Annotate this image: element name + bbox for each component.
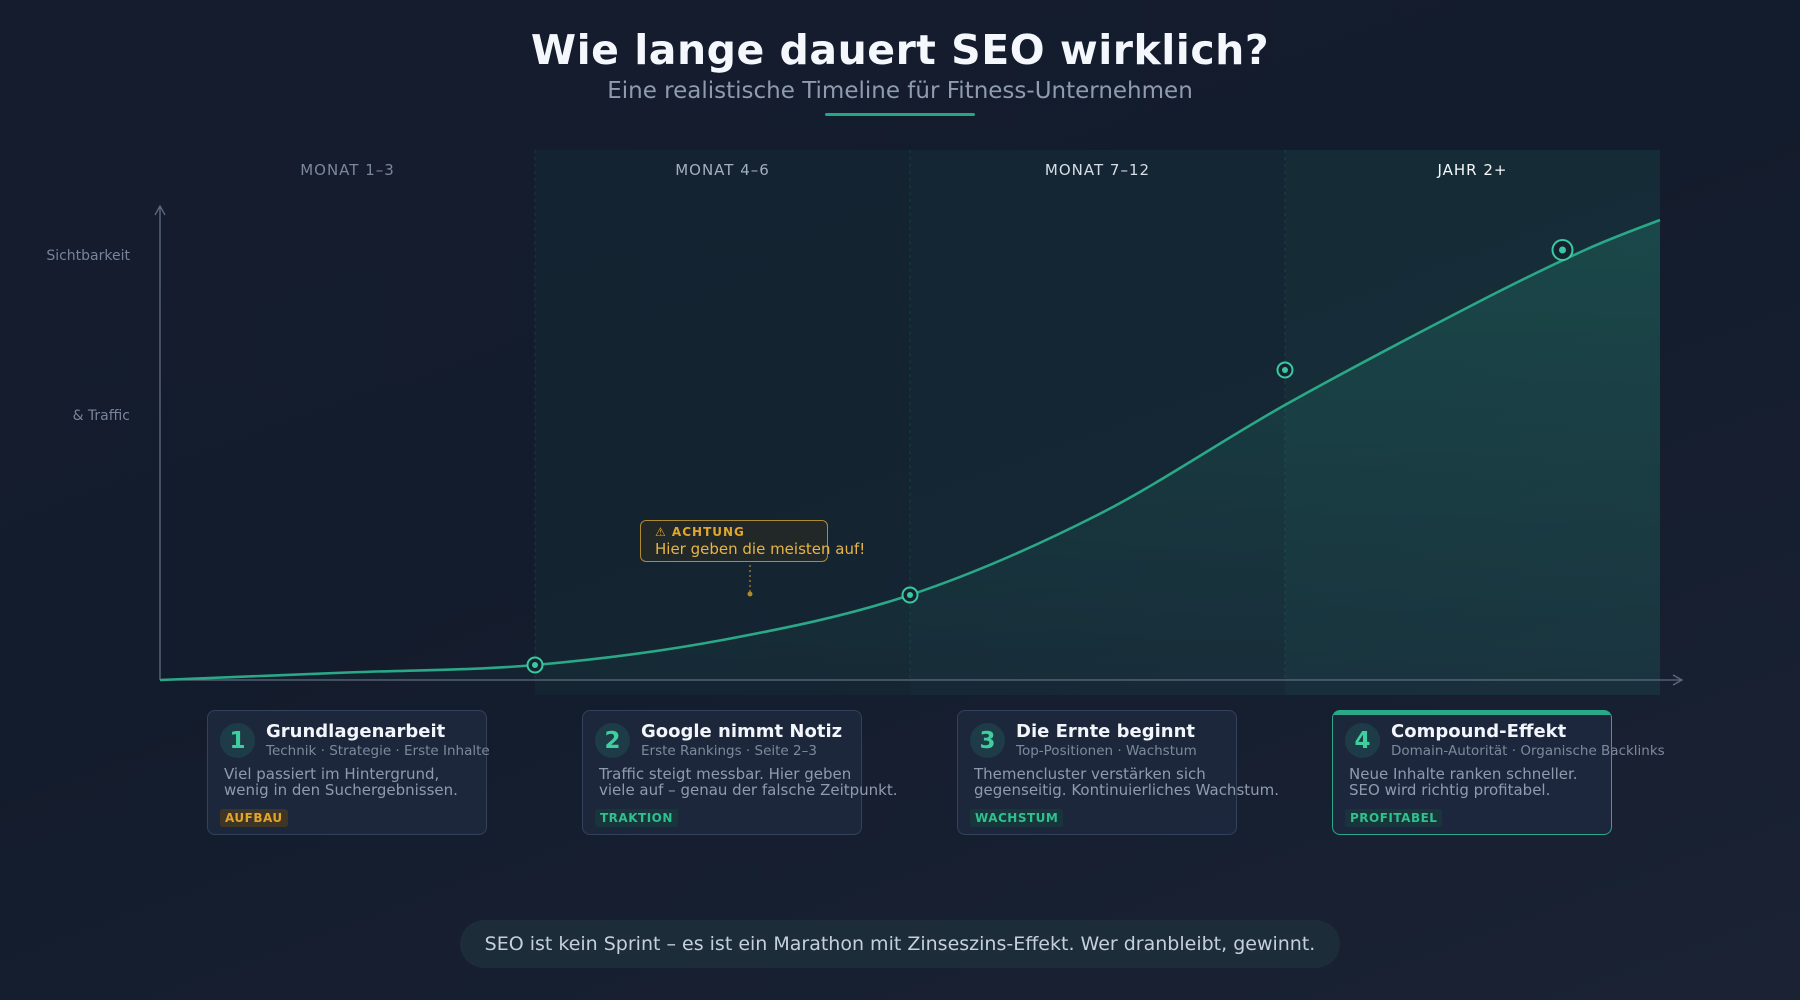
phase-title: Die Ernte beginnt	[1016, 721, 1196, 742]
milestone-marker-2	[901, 586, 919, 604]
phase-description-line-2: gegenseitig. Kontinuierliches Wachstum.	[974, 781, 1280, 799]
phase-tags: Domain-Autorität · Organische Backlinks	[1391, 743, 1665, 759]
phase-card-3: 3 Die Ernte beginnt Top-Positionen · Wac…	[957, 710, 1279, 835]
warning-callout-text: Hier geben die meisten auf!	[655, 540, 866, 558]
page-subtitle: Eine realistische Timeline für Fitness-U…	[607, 78, 1193, 104]
phase-label-3: MONAT 7–12	[1045, 161, 1150, 179]
phase-number: 4	[1345, 723, 1380, 758]
title-underline	[825, 113, 975, 116]
phase-description: Traffic steigt messbar. Hier geben viele …	[599, 766, 898, 798]
phase-badge: TRAKTION	[595, 809, 678, 827]
phase-number: 1	[220, 723, 255, 758]
phase-tags: Erste Rankings · Seite 2–3	[641, 743, 817, 759]
y-axis-arrow	[154, 204, 166, 216]
phase-title: Grundlagenarbeit	[266, 721, 446, 742]
phase-title: Compound-Effekt	[1391, 721, 1567, 742]
phase-number: 2	[595, 723, 630, 758]
phase-card-4: 4 Compound-Effekt Domain-Autorität · Org…	[1332, 710, 1665, 835]
phase-description-line-2: SEO wird richtig profitabel.	[1349, 781, 1551, 799]
phase-description-line-1: Neue Inhalte ranken schneller.	[1349, 765, 1578, 783]
milestone-marker-3	[1276, 361, 1294, 379]
milestone-marker-1	[526, 656, 544, 674]
phase-label-2: MONAT 4–6	[675, 161, 770, 179]
phase-title: Google nimmt Notiz	[641, 721, 843, 742]
phase-tags: Technik · Strategie · Erste Inhalte	[266, 743, 490, 759]
phase-description-line-2: viele auf – genau der falsche Zeitpunkt.	[599, 781, 898, 799]
phase-label-4: JAHR 2+	[1436, 161, 1507, 179]
phase-description: Neue Inhalte ranken schneller. SEO wird r…	[1349, 766, 1578, 798]
phase-description-line-1: Themencluster verstärken sich	[974, 765, 1206, 783]
phase-band-1	[160, 150, 535, 695]
phase-description-line-2: wenig in den Suchergebnissen.	[224, 781, 458, 799]
phase-label-1: MONAT 1–3	[300, 161, 395, 179]
warning-callout-title: ⚠ ACHTUNG	[655, 525, 745, 539]
page-title: Wie lange dauert SEO wirklich?	[530, 26, 1270, 74]
phase-description: Viel passiert im Hintergrund, wenig in de…	[224, 766, 458, 798]
phase-card-1: 1 Grundlagenarbeit Technik · Strategie ·…	[207, 710, 490, 835]
warning-callout: ⚠ ACHTUNG Hier geben die meisten auf!	[640, 520, 866, 562]
y-axis-label-line-2: & Traffic	[73, 408, 130, 424]
milestone-marker-4	[1551, 239, 1574, 261]
x-axis-arrow	[1672, 674, 1684, 686]
phase-description-line-1: Viel passiert im Hintergrund,	[224, 765, 440, 783]
growth-curve	[159, 218, 1661, 682]
phase-badge: AUFBAU	[220, 809, 288, 827]
callout-anchor-dot	[747, 591, 753, 597]
phase-description: Themencluster verstärken sich gegenseitig…	[974, 766, 1279, 798]
footer-banner: SEO ist kein Sprint – es ist ein Maratho…	[460, 920, 1340, 968]
phase-badge: PROFITABEL	[1345, 809, 1443, 827]
phase-badge: WACHSTUM	[970, 809, 1064, 827]
phase-tags: Top-Positionen · Wachstum	[1016, 743, 1197, 759]
phase-band-2	[535, 150, 910, 695]
phase-description-line-1: Traffic steigt messbar. Hier geben	[599, 765, 852, 783]
growth-area	[160, 220, 1660, 680]
y-axis-label-line-1: Sichtbarkeit	[46, 248, 130, 264]
phase-card-2: 2 Google nimmt Notiz Erste Rankings · Se…	[582, 710, 898, 835]
phase-number: 3	[970, 723, 1005, 758]
